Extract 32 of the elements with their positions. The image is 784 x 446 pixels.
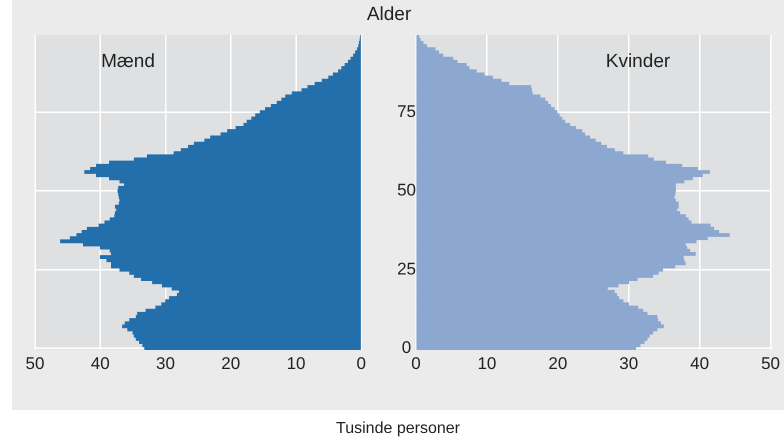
x-tick-label: 50 bbox=[26, 354, 44, 373]
bar bbox=[416, 346, 636, 350]
x-tick-label: 40 bbox=[690, 354, 710, 373]
bar bbox=[350, 56, 361, 61]
x-tick-label: 30 bbox=[619, 354, 638, 373]
x-tick-label: 10 bbox=[286, 354, 306, 373]
bar bbox=[416, 340, 645, 344]
bar bbox=[416, 56, 454, 61]
y-axis-title: Alder bbox=[366, 4, 412, 26]
bar bbox=[416, 214, 686, 218]
bar bbox=[416, 88, 532, 92]
bar bbox=[139, 340, 361, 344]
x-tick-label: 10 bbox=[477, 354, 496, 373]
text: Mænd bbox=[101, 51, 155, 73]
y-tick-label: 50 bbox=[397, 180, 416, 200]
bar bbox=[358, 44, 361, 48]
x-tick-label: 20 bbox=[548, 354, 568, 373]
bar bbox=[416, 308, 644, 313]
bar bbox=[144, 346, 361, 350]
text: Kvinder bbox=[606, 51, 670, 73]
x-tick-label: 20 bbox=[221, 354, 240, 373]
bar bbox=[416, 246, 688, 250]
bar bbox=[246, 120, 361, 124]
x-tick-label: 40 bbox=[90, 354, 110, 373]
y-tick-label: 75 bbox=[397, 102, 416, 121]
y-tick-label: 0 bbox=[402, 338, 412, 358]
bar bbox=[341, 66, 361, 70]
x-axis-title: Tusinde personer bbox=[336, 420, 460, 438]
x-tick-label: 0 bbox=[356, 354, 366, 373]
x-tick-label: 50 bbox=[761, 354, 780, 373]
x-tick-label: 30 bbox=[156, 354, 175, 373]
y-tick-label: 25 bbox=[397, 259, 416, 278]
